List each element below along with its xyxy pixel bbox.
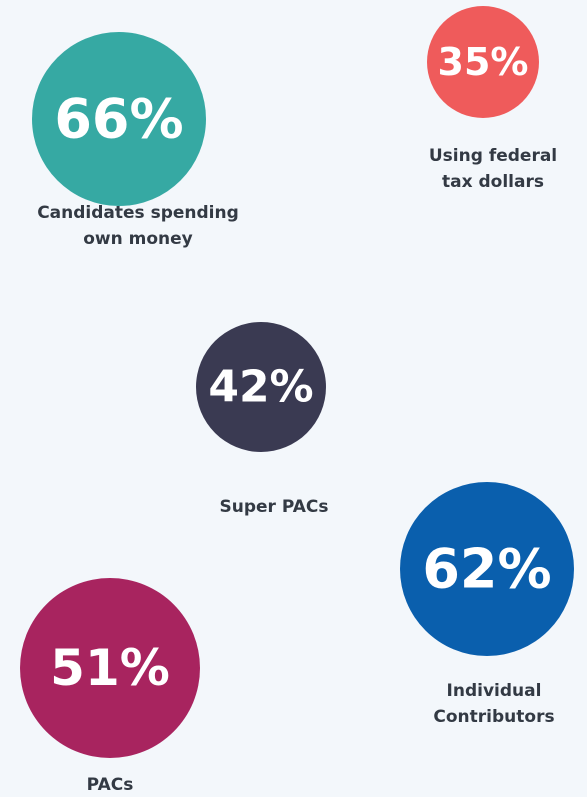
bubble-label: own money — [83, 229, 193, 249]
bubble-label: Individual — [447, 681, 542, 701]
bubble-label: tax dollars — [442, 172, 544, 192]
percent: 35% — [438, 40, 529, 84]
bubble-label: Contributors — [433, 707, 554, 727]
bubble-label: Super PACs — [220, 497, 329, 517]
bubble — [427, 6, 539, 118]
bubble — [400, 482, 574, 656]
bubble-label: Candidates spending — [37, 203, 239, 223]
percent: 51% — [50, 639, 170, 697]
percent: 62% — [422, 538, 551, 601]
bubble — [32, 32, 206, 206]
bubble — [20, 578, 200, 758]
bubble-label: PACs — [87, 775, 134, 795]
percent: 66% — [54, 88, 183, 151]
bubble-label: Using federal — [429, 146, 557, 166]
bubble — [196, 322, 326, 452]
percent: 42% — [208, 362, 313, 413]
